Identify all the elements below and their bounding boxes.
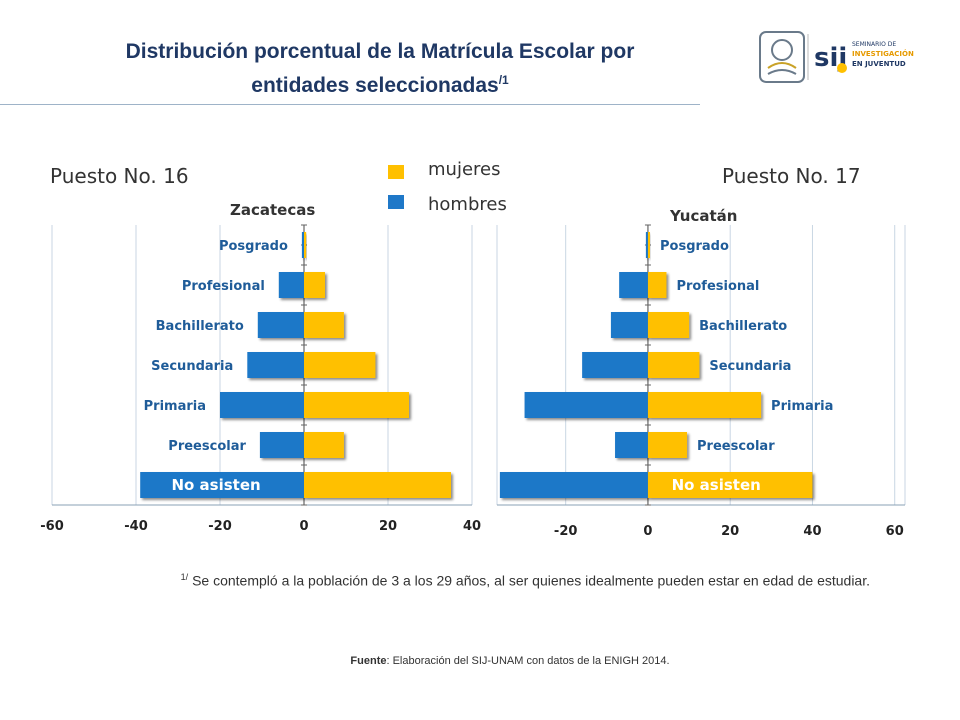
category-label-no-asisten-zacatecas: No asisten [171,476,260,494]
bar-men-bachillerato [257,312,304,338]
logo-line-1: SEMINARIO DE [852,41,896,48]
bar-women-primaria [647,392,762,418]
footnote: 1/ Se contempló a la población de 3 a lo… [70,568,870,590]
tick-label: -20 [554,524,578,539]
tick-label: 20 [721,524,739,539]
bar-women-bachillerato [304,312,344,338]
category-label-posgrado-yucatan: Posgrado [660,239,729,254]
title-line-2: entidades seleccionadas [251,74,499,97]
category-label-secundaria-zacatecas: Secundaria [151,359,233,374]
bar-men-profesional [278,272,304,298]
bar-men-posgrado [301,232,304,258]
legend-women-swatch [388,165,404,179]
category-label-secundaria-yucatan: Secundaria [709,359,791,374]
logos: sij SEMINARIO DE INVESTIGACIÓN EN JUVENT… [759,31,914,83]
rank-label-left: Puesto No. 16 [50,164,189,188]
bar-women-profesional [647,272,667,298]
bar-men-secundaria [247,352,304,378]
tick-label: -20 [208,519,232,534]
legend-women-label: mujeres [428,159,500,180]
bar-women-preescolar [304,432,344,458]
legend-men-swatch [388,195,404,209]
chart-zacatecas: Puesto No. 16 Zacatecas Posgrado Profesio… [40,164,481,534]
title-superscript: /1 [498,73,509,87]
chart-title-yucatan: Yucatán [669,207,737,225]
category-label-bachillerato-yucatan: Bachillerato [699,319,787,334]
bar-women-posgrado [647,232,650,258]
footnote-marker: 1/ [180,572,189,582]
sij-dot-icon [837,63,847,73]
tick-label: -40 [124,519,148,534]
bar-men-posgrado [645,232,648,258]
title-line-1: Distribución porcentual de la Matrícula … [125,40,635,63]
chart-yucatan: Puesto No. 17 Yucatán Posgrado Profesiona… [496,164,906,539]
bar-men-no-asisten [140,472,304,498]
tick-label: 0 [299,519,308,534]
bar-women-bachillerato [647,312,690,338]
bar-men-preescolar [259,432,304,458]
tick-label: -60 [40,519,64,534]
footnote-text: Se contempló a la población de 3 a los 2… [192,572,870,589]
category-label-profesional-zacatecas: Profesional [182,279,265,294]
category-label-posgrado-zacatecas: Posgrado [219,239,288,254]
bar-women-no-asisten [647,472,813,498]
logo-line-3: EN JUVENTUD [852,60,906,68]
page-title: Distribución porcentual de la Matrícula … [40,38,720,100]
legend-men-label: hombres [428,194,507,215]
rank-label-right: Puesto No. 17 [722,164,861,188]
category-label-no-asisten-yucatan: No asisten [672,476,761,494]
bar-women-no-asisten [304,472,451,498]
category-label-primaria-zacatecas: Primaria [144,399,206,414]
tick-label: 40 [463,519,481,534]
bar-women-secundaria [647,352,700,378]
bar-men-bachillerato [610,312,648,338]
bar-men-preescolar [615,432,648,458]
tick-label: 0 [643,524,652,539]
bar-women-posgrado [304,232,307,258]
source-label: Fuente [350,655,387,667]
category-label-primaria-yucatan: Primaria [771,399,833,414]
bar-men-profesional [619,272,648,298]
logo-line-2: INVESTIGACIÓN [852,49,914,58]
source-note: Fuente: Elaboración del SIJ-UNAM con dat… [0,655,960,667]
bar-men-primaria [220,392,304,418]
title-divider [0,104,700,105]
category-label-profesional-yucatan: Profesional [676,279,759,294]
unam-crest-icon [759,31,805,83]
bar-women-profesional [304,272,325,298]
source-text: : Elaboración del SIJ-UNAM con datos de … [386,655,670,667]
bar-women-preescolar [647,432,688,458]
bar-women-secundaria [304,352,376,378]
tick-label: 20 [379,519,397,534]
tick-label: 60 [886,524,904,539]
bar-men-primaria [524,392,648,418]
category-label-bachillerato-zacatecas: Bachillerato [156,319,244,334]
category-label-preescolar-yucatan: Preescolar [697,439,775,454]
bar-men-secundaria [582,352,648,378]
tick-label: 40 [803,524,821,539]
category-label-preescolar-zacatecas: Preescolar [168,439,246,454]
chart-title-zacatecas: Zacatecas [230,201,315,219]
bar-men-no-asisten [499,472,648,498]
bar-women-primaria [304,392,409,418]
